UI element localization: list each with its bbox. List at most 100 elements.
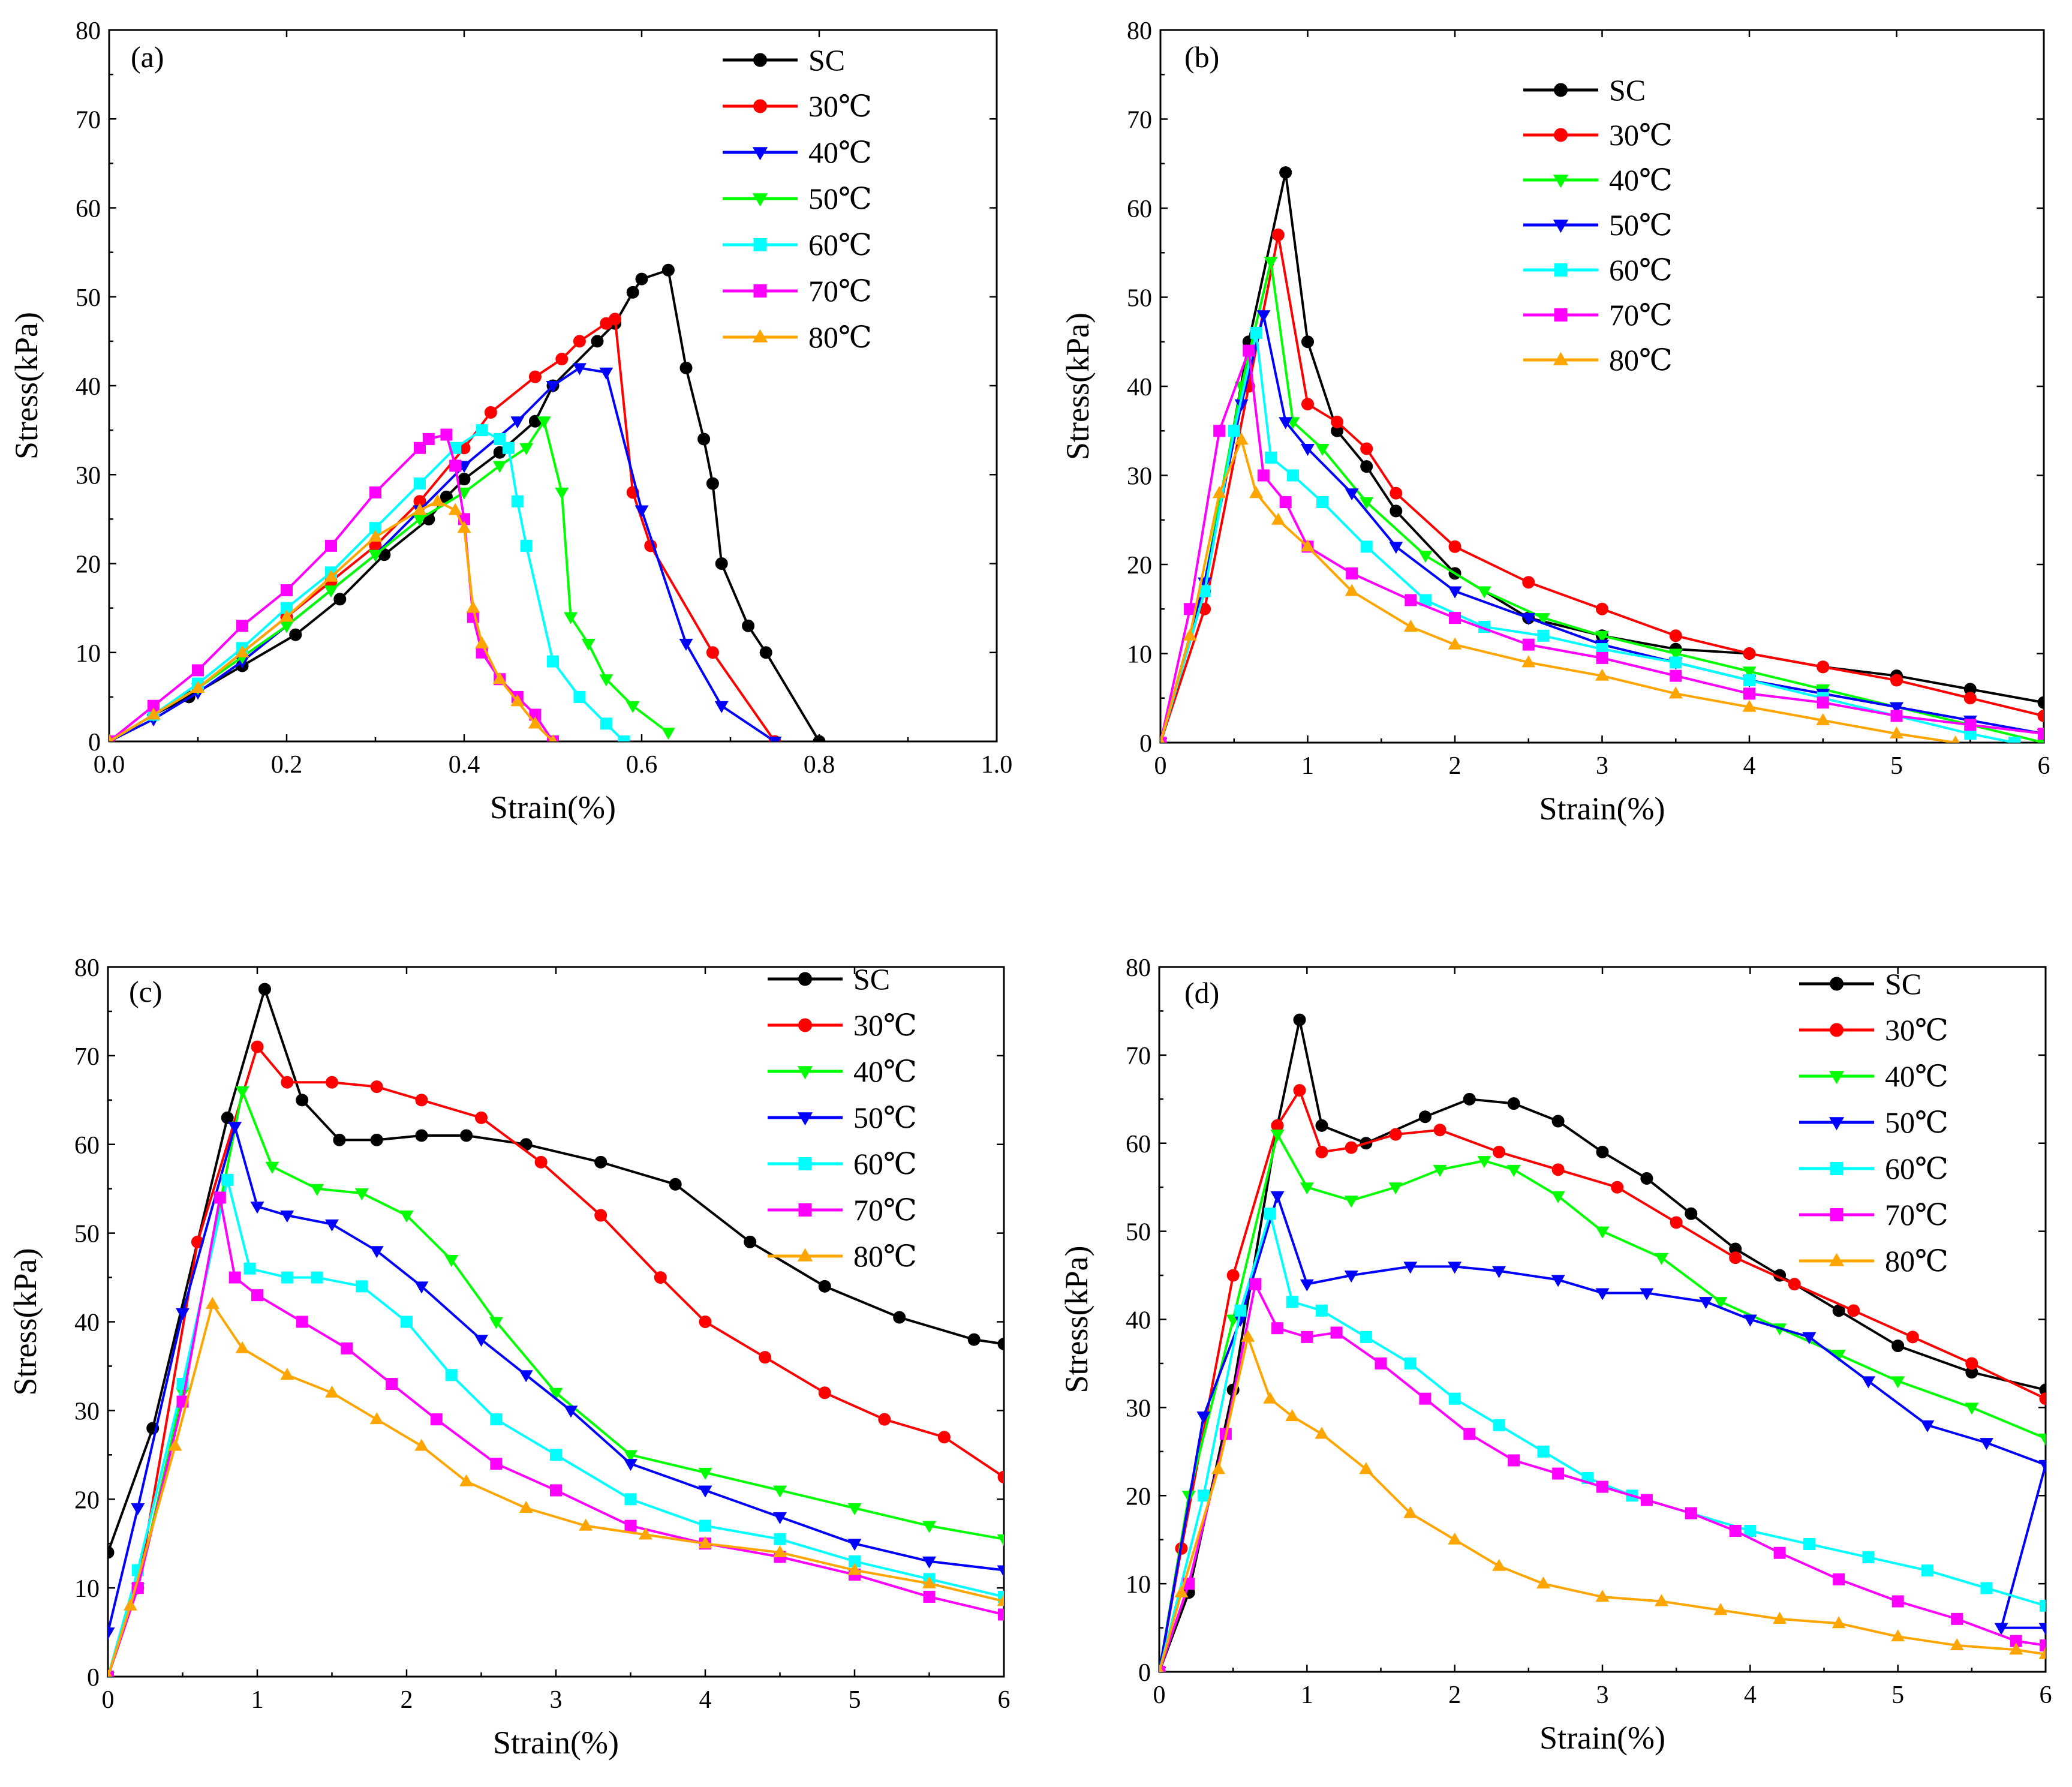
data-point [1448,586,1462,599]
data-point [281,584,293,596]
data-point [1263,1391,1277,1404]
series-line [1159,1019,2046,1672]
series-line [108,1178,1004,1677]
data-point [235,645,249,657]
data-point [937,1431,951,1444]
legend-label: 30℃ [1885,1013,1948,1047]
legend-marker [1554,83,1568,97]
data-point [1979,1438,1993,1450]
data-point [1729,1525,1742,1537]
series-line [108,1302,1004,1677]
data-point [1595,1226,1610,1239]
data-point [1742,699,1757,712]
y-tick-label: 70 [74,1043,100,1071]
data-point [1963,692,1977,705]
data-point [1670,1216,1683,1229]
data-point [759,646,772,659]
series-group [108,1122,1004,1640]
data-point [2038,1623,2046,1635]
x-tick-label: 2 [1448,1681,1461,1709]
y-tick-label: 80 [1127,17,1152,45]
data-point [1243,344,1255,357]
data-point [1744,1525,1757,1537]
data-point [310,1184,324,1196]
data-point [1847,1304,1860,1317]
data-point [386,1378,398,1390]
series-line [1160,349,2044,743]
data-point [1521,655,1536,668]
y-tick-label: 50 [76,284,101,312]
data-point [108,1671,114,1677]
data-point [1891,1340,1905,1353]
data-point [1448,1532,1462,1545]
data-point [325,1219,339,1232]
data-point [459,1474,474,1486]
x-tick-label: 0 [1153,1681,1166,1709]
data-point [1668,648,1683,661]
legend-marker [753,238,767,251]
series-group [109,363,782,741]
data-point [401,1316,413,1328]
x-tick-label: 3 [1596,752,1608,780]
data-point [369,486,381,498]
data-point [1159,1665,1163,1672]
data-point [475,636,489,648]
data-point [1477,1156,1491,1169]
data-point [997,1337,1004,1350]
data-point [1788,1278,1801,1291]
data-point [228,1271,241,1284]
data-point [131,1503,145,1516]
x-axis-title: Strain(%) [1539,791,1665,827]
x-tick-label: 6 [2038,752,2050,780]
data-point [243,1262,256,1275]
legend-marker [1554,308,1568,322]
x-tick-label: 0 [102,1686,115,1714]
y-tick-label: 30 [1127,463,1152,491]
panel-letter: (d) [1184,976,1219,1010]
data-point [1463,1092,1476,1106]
legend-label: 50℃ [1885,1106,1948,1139]
data-point [1184,603,1196,615]
data-point [1463,1428,1476,1440]
data-point [594,1155,608,1169]
data-point [634,505,649,518]
legend-label: SC [853,962,890,996]
data-point [624,1519,637,1532]
data-point [1389,1128,1402,1141]
data-point [1301,335,1314,349]
x-tick-label: 0.8 [804,751,835,779]
legend-marker [1830,1023,1844,1037]
data-point [123,1598,137,1611]
data-point [1265,451,1277,464]
legend-marker [1829,1071,1845,1085]
chart-panel: 0.0 0.2 0.4 0.6 0.8 1.0 0 10 20 30 40 50 60 70 80 Strai… [8,17,1012,825]
data-point [2040,1639,2046,1651]
data-point [503,442,515,454]
data-point [1773,1546,1786,1559]
legend-label: 70℃ [853,1193,917,1227]
data-point [460,1129,473,1142]
data-point [280,1368,294,1380]
series-group [109,494,557,741]
legend-label: 30℃ [1609,118,1673,152]
data-point [520,539,533,552]
legend-marker [752,329,768,343]
data-point [281,1076,294,1089]
data-point [1890,710,1903,722]
data-point [1964,719,1977,731]
y-tick-label: 20 [76,551,101,579]
data-point [591,335,604,348]
data-point [1285,1409,1300,1422]
data-point [1279,417,1293,430]
x-axis-title: Strain(%) [493,1725,619,1761]
data-point [2040,1599,2046,1612]
data-point [1345,1141,1358,1154]
y-tick-label: 40 [1127,374,1152,401]
legend-marker [798,1157,812,1170]
data-point [1861,1376,1875,1389]
legend-marker [1553,220,1569,233]
data-point [205,1296,219,1309]
data-point [878,1413,891,1426]
y-tick-label: 30 [1126,1395,1151,1422]
chart-panel: 0 1 2 3 4 5 601020304050607080Strain(%)Stress(… [1058,954,2052,1756]
